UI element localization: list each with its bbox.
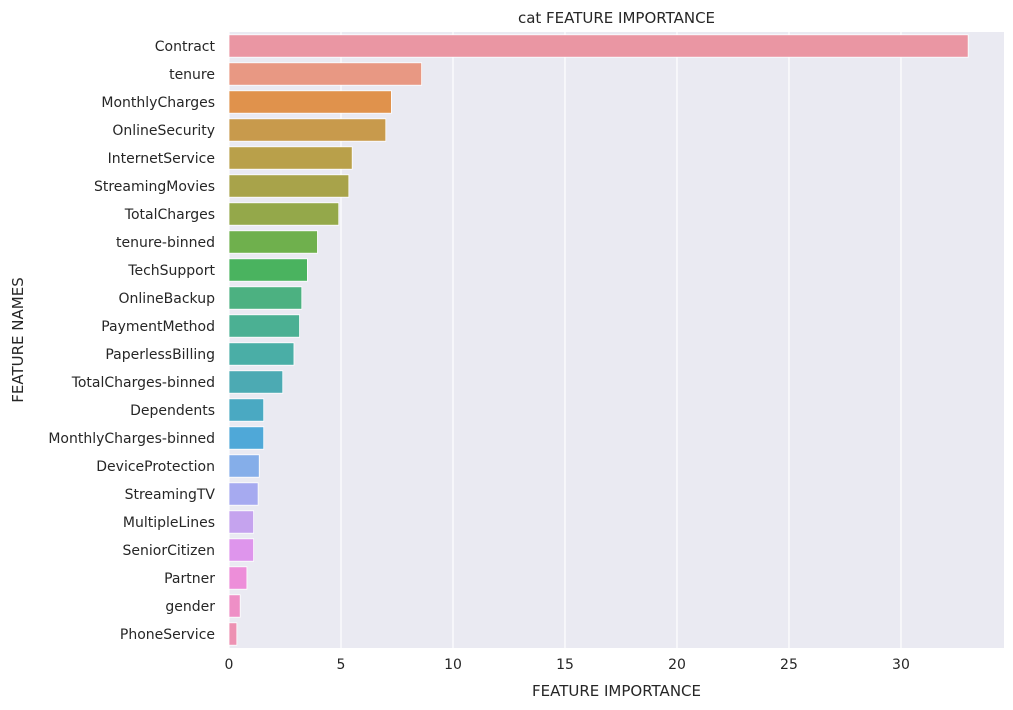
x-tick-label: 25 <box>780 657 798 673</box>
y-tick-label: SeniorCitizen <box>123 543 215 559</box>
y-tick-label: DeviceProtection <box>96 459 215 475</box>
bar-streamingmovies <box>228 174 350 198</box>
y-tick-label: tenure <box>169 67 215 83</box>
x-tick-label: 30 <box>892 657 910 673</box>
bar-onlinebackup <box>228 286 303 310</box>
y-tick-label: TotalCharges <box>124 207 215 223</box>
x-axis-label: FEATURE IMPORTANCE <box>532 682 701 700</box>
bar-seniorcitizen <box>228 538 255 562</box>
y-tick-labels: Contract tenure MonthlyCharges OnlineSecuri… <box>48 39 215 643</box>
x-tick-label: 10 <box>444 657 462 673</box>
y-tick-label: TotalCharges-binned <box>71 375 215 391</box>
y-tick-label: TechSupport <box>127 263 215 279</box>
bar-monthlycharges <box>228 90 392 114</box>
bar-paperlessbilling <box>228 342 295 366</box>
bar-totalcharges <box>228 202 340 226</box>
y-tick-label: gender <box>165 599 215 615</box>
bars <box>228 34 969 646</box>
bar-internetservice <box>228 146 353 170</box>
y-tick-label: PaperlessBilling <box>105 347 215 363</box>
bar-tenure-binned <box>228 230 318 254</box>
bar-multiplelines <box>228 510 255 534</box>
bar-phoneservice <box>228 622 238 646</box>
y-tick-label: MonthlyCharges-binned <box>48 431 215 447</box>
chart-title: cat FEATURE IMPORTANCE <box>518 9 715 27</box>
bar-contract <box>228 34 969 58</box>
bar-partner <box>228 566 248 590</box>
x-tick-label: 0 <box>225 657 234 673</box>
y-tick-label: Dependents <box>130 403 215 419</box>
bar-paymentmethod <box>228 314 300 338</box>
bar-deviceprotection <box>228 454 260 478</box>
bar-onlinesecurity <box>228 118 387 142</box>
bar-totalcharges-binned <box>228 370 284 394</box>
bar-dependents <box>228 398 265 422</box>
y-tick-label: OnlineSecurity <box>112 123 215 139</box>
y-tick-label: Contract <box>155 39 216 55</box>
bar-monthlycharges-binned <box>228 426 265 450</box>
y-tick-label: StreamingMovies <box>94 179 215 195</box>
y-axis-label: FEATURE NAMES <box>9 277 27 402</box>
bar-gender <box>228 594 241 618</box>
bar-streamingtv <box>228 482 259 506</box>
y-tick-label: OnlineBackup <box>119 291 216 307</box>
y-tick-label: PhoneService <box>120 627 215 643</box>
y-tick-label: InternetService <box>108 151 215 167</box>
y-tick-label: MonthlyCharges <box>101 95 215 111</box>
y-tick-label: StreamingTV <box>125 487 216 503</box>
y-tick-label: tenure-binned <box>116 235 215 251</box>
bar-techsupport <box>228 258 308 282</box>
y-tick-label: PaymentMethod <box>101 319 215 335</box>
bar-tenure <box>228 62 423 86</box>
y-tick-label: Partner <box>164 571 215 587</box>
x-tick-labels: 0 5 10 15 20 25 30 <box>225 657 910 673</box>
y-tick-label: MultipleLines <box>123 515 215 531</box>
x-tick-label: 5 <box>337 657 346 673</box>
x-tick-label: 20 <box>668 657 686 673</box>
x-tick-label: 15 <box>556 657 574 673</box>
